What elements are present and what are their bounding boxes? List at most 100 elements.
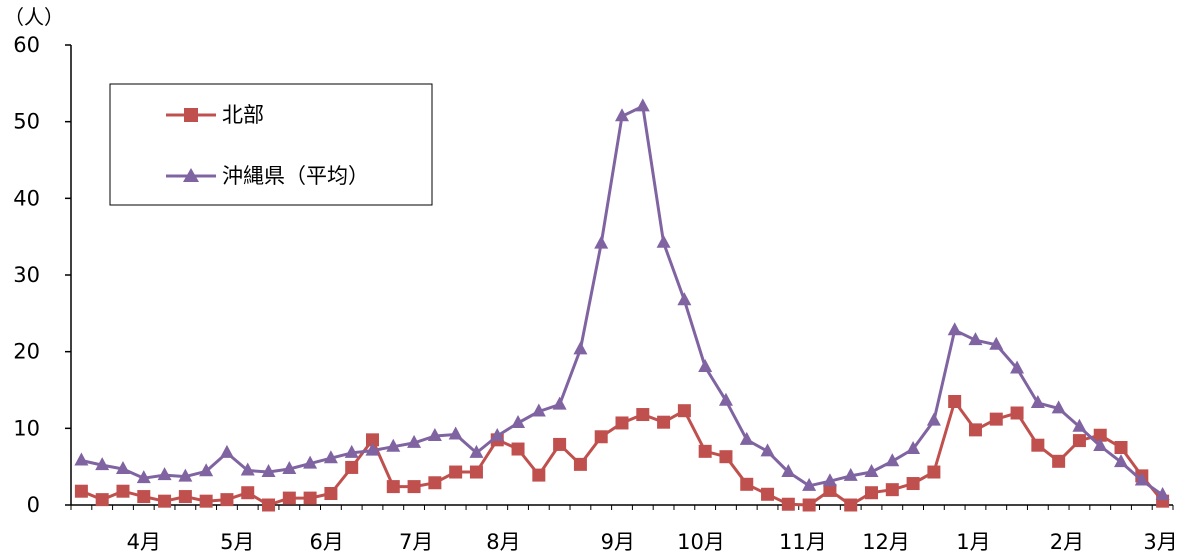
data-point-square [469, 465, 483, 479]
data-point-square [844, 498, 858, 512]
data-point-square [407, 480, 421, 494]
data-point-square [74, 484, 88, 498]
data-point-triangle [240, 462, 255, 476]
data-point-triangle [1051, 400, 1066, 414]
data-point-square [553, 437, 567, 451]
data-point-square [199, 494, 213, 508]
data-point-triangle [802, 477, 817, 491]
data-point-triangle [760, 443, 775, 457]
data-point-triangle [906, 441, 921, 455]
data-point-square [345, 460, 359, 474]
y-tick-label: 10 [13, 416, 40, 440]
data-point-square [449, 465, 463, 479]
legend-label-okinawa: 沖縄県（平均） [222, 164, 369, 188]
data-point-square [262, 498, 276, 512]
data-point-triangle [1030, 395, 1045, 409]
data-point-triangle [594, 235, 609, 249]
data-point-triangle [822, 473, 837, 487]
data-point-square [511, 442, 525, 456]
x-month-label: 8月 [486, 530, 520, 554]
data-point-square [781, 497, 795, 511]
data-point-square [719, 450, 733, 464]
legend-box [109, 83, 433, 206]
legend: 北部 沖縄県（平均） [109, 83, 433, 206]
data-point-triangle [282, 460, 297, 474]
data-point-triangle [469, 444, 484, 458]
data-point-triangle [1114, 454, 1129, 468]
data-point-triangle [864, 464, 879, 478]
data-point-triangle [178, 468, 193, 482]
y-axis-unit-label: （人） [4, 5, 64, 29]
data-point-triangle [95, 457, 110, 471]
x-month-label: 5月 [220, 530, 254, 554]
data-point-square [158, 494, 172, 508]
data-point-triangle [511, 414, 526, 428]
data-point-square [927, 465, 941, 479]
data-point-triangle [781, 464, 796, 478]
data-point-square [220, 493, 234, 507]
data-point-triangle [74, 452, 89, 466]
data-point-square [95, 493, 109, 507]
data-point-square [761, 487, 775, 501]
data-point-square [137, 490, 151, 504]
data-point-square [386, 480, 400, 494]
data-point-triangle [323, 450, 338, 464]
data-point-square [1093, 428, 1107, 442]
data-point-square [1072, 434, 1086, 448]
data-point-square [303, 491, 317, 505]
data-point-square [1052, 454, 1066, 468]
data-point-triangle [1155, 487, 1170, 501]
data-point-triangle [635, 98, 650, 112]
x-month-label: 7月 [399, 530, 433, 554]
y-tick-label: 60 [13, 33, 40, 57]
data-point-square [573, 457, 587, 471]
data-point-triangle [968, 332, 983, 346]
data-point-square [324, 487, 338, 500]
data-point-triangle [739, 431, 754, 445]
data-point-square [885, 483, 899, 497]
data-point-triangle [1093, 437, 1108, 451]
data-point-triangle [698, 359, 713, 372]
data-point-triangle [656, 234, 671, 248]
y-tick-label: 20 [13, 340, 40, 364]
data-point-triangle [344, 444, 359, 458]
data-point-square [282, 491, 296, 505]
data-point-triangle [407, 434, 422, 448]
data-point-triangle [573, 341, 588, 355]
y-tick-label: 40 [13, 186, 40, 210]
data-point-triangle [427, 428, 442, 441]
data-point-triangle [365, 442, 380, 456]
series-layer [74, 98, 1170, 512]
data-point-triangle [1072, 418, 1087, 432]
x-month-label: 10月 [677, 530, 725, 554]
x-month-label: 2月 [1050, 530, 1084, 554]
data-point-triangle [885, 453, 900, 467]
data-point-square [865, 486, 879, 500]
x-month-label: 12月 [862, 530, 910, 554]
legend-label-north: 北部 [222, 103, 264, 127]
data-point-triangle [718, 392, 733, 406]
data-point-triangle [157, 467, 172, 481]
series-0 [74, 395, 1170, 512]
x-month-label: 3月 [1143, 530, 1177, 554]
data-point-square [677, 404, 691, 418]
data-point-square [636, 408, 650, 422]
data-point-triangle [490, 428, 505, 441]
data-point-triangle [261, 464, 276, 478]
y-axis: 0 10 20 30 40 50 60 [13, 33, 72, 517]
data-point-square [823, 483, 837, 497]
x-month-label: 11月 [779, 530, 827, 554]
data-point-square [968, 423, 982, 437]
data-point-square [948, 395, 962, 408]
data-point-triangle [677, 292, 692, 306]
data-point-square [428, 476, 442, 490]
data-point-triangle [926, 412, 941, 426]
data-point-triangle [843, 467, 858, 481]
data-point-square [1031, 438, 1045, 452]
data-point-square [116, 484, 130, 498]
data-point-square [698, 444, 712, 458]
data-point-triangle [199, 463, 214, 477]
data-point-square [802, 498, 816, 512]
data-point-triangle [386, 438, 401, 452]
